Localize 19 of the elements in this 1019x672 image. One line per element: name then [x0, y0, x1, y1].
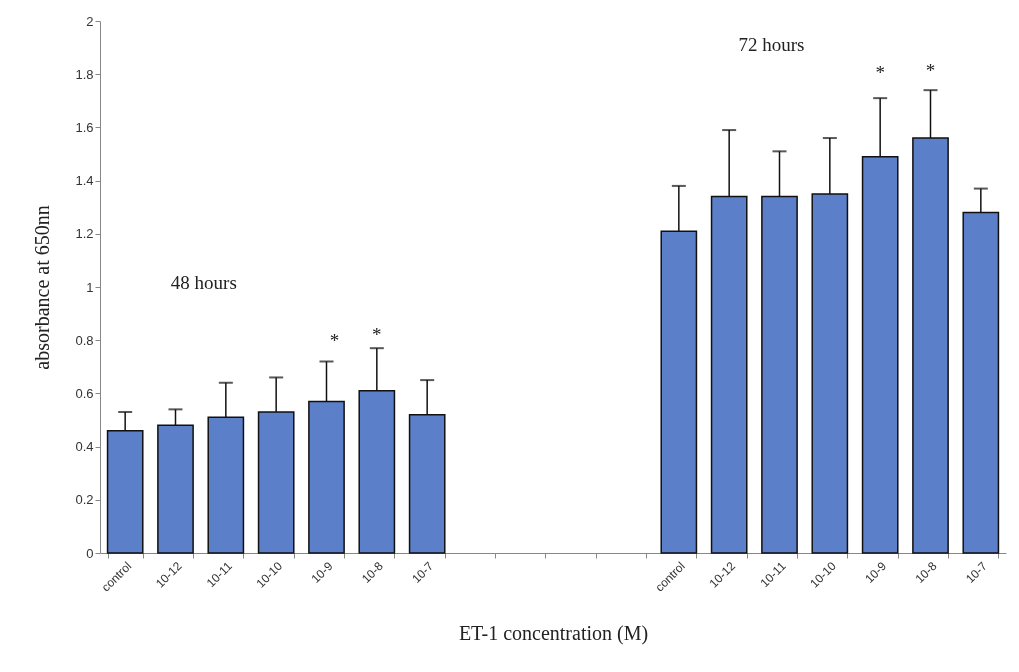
annotation: *: [372, 324, 382, 345]
y-tick-label: 2: [86, 13, 94, 29]
annotation: *: [875, 62, 885, 83]
y-tick-label: 0.4: [75, 439, 94, 455]
annotation: 48 hours: [170, 272, 237, 293]
y-tick-label: 0: [86, 545, 94, 561]
y-tick-label: 1.8: [75, 66, 94, 82]
y-tick-label: 0.6: [75, 385, 94, 401]
y-tick-label: 0.8: [75, 332, 94, 348]
y-axis-title: absorbance at 650nn: [31, 205, 54, 370]
y-tick-label: 1.6: [75, 119, 94, 135]
annotation: *: [329, 330, 340, 351]
y-tick-label: 1.4: [75, 173, 94, 189]
y-tick-label: 1: [86, 279, 94, 295]
y-tick-label: 1.2: [75, 226, 94, 242]
y-tick-label: 0.2: [75, 492, 94, 508]
annotation: *: [925, 60, 936, 81]
annotation: 72 hours: [738, 34, 805, 55]
x-axis-title: ET-1 concentration (M): [458, 621, 649, 645]
